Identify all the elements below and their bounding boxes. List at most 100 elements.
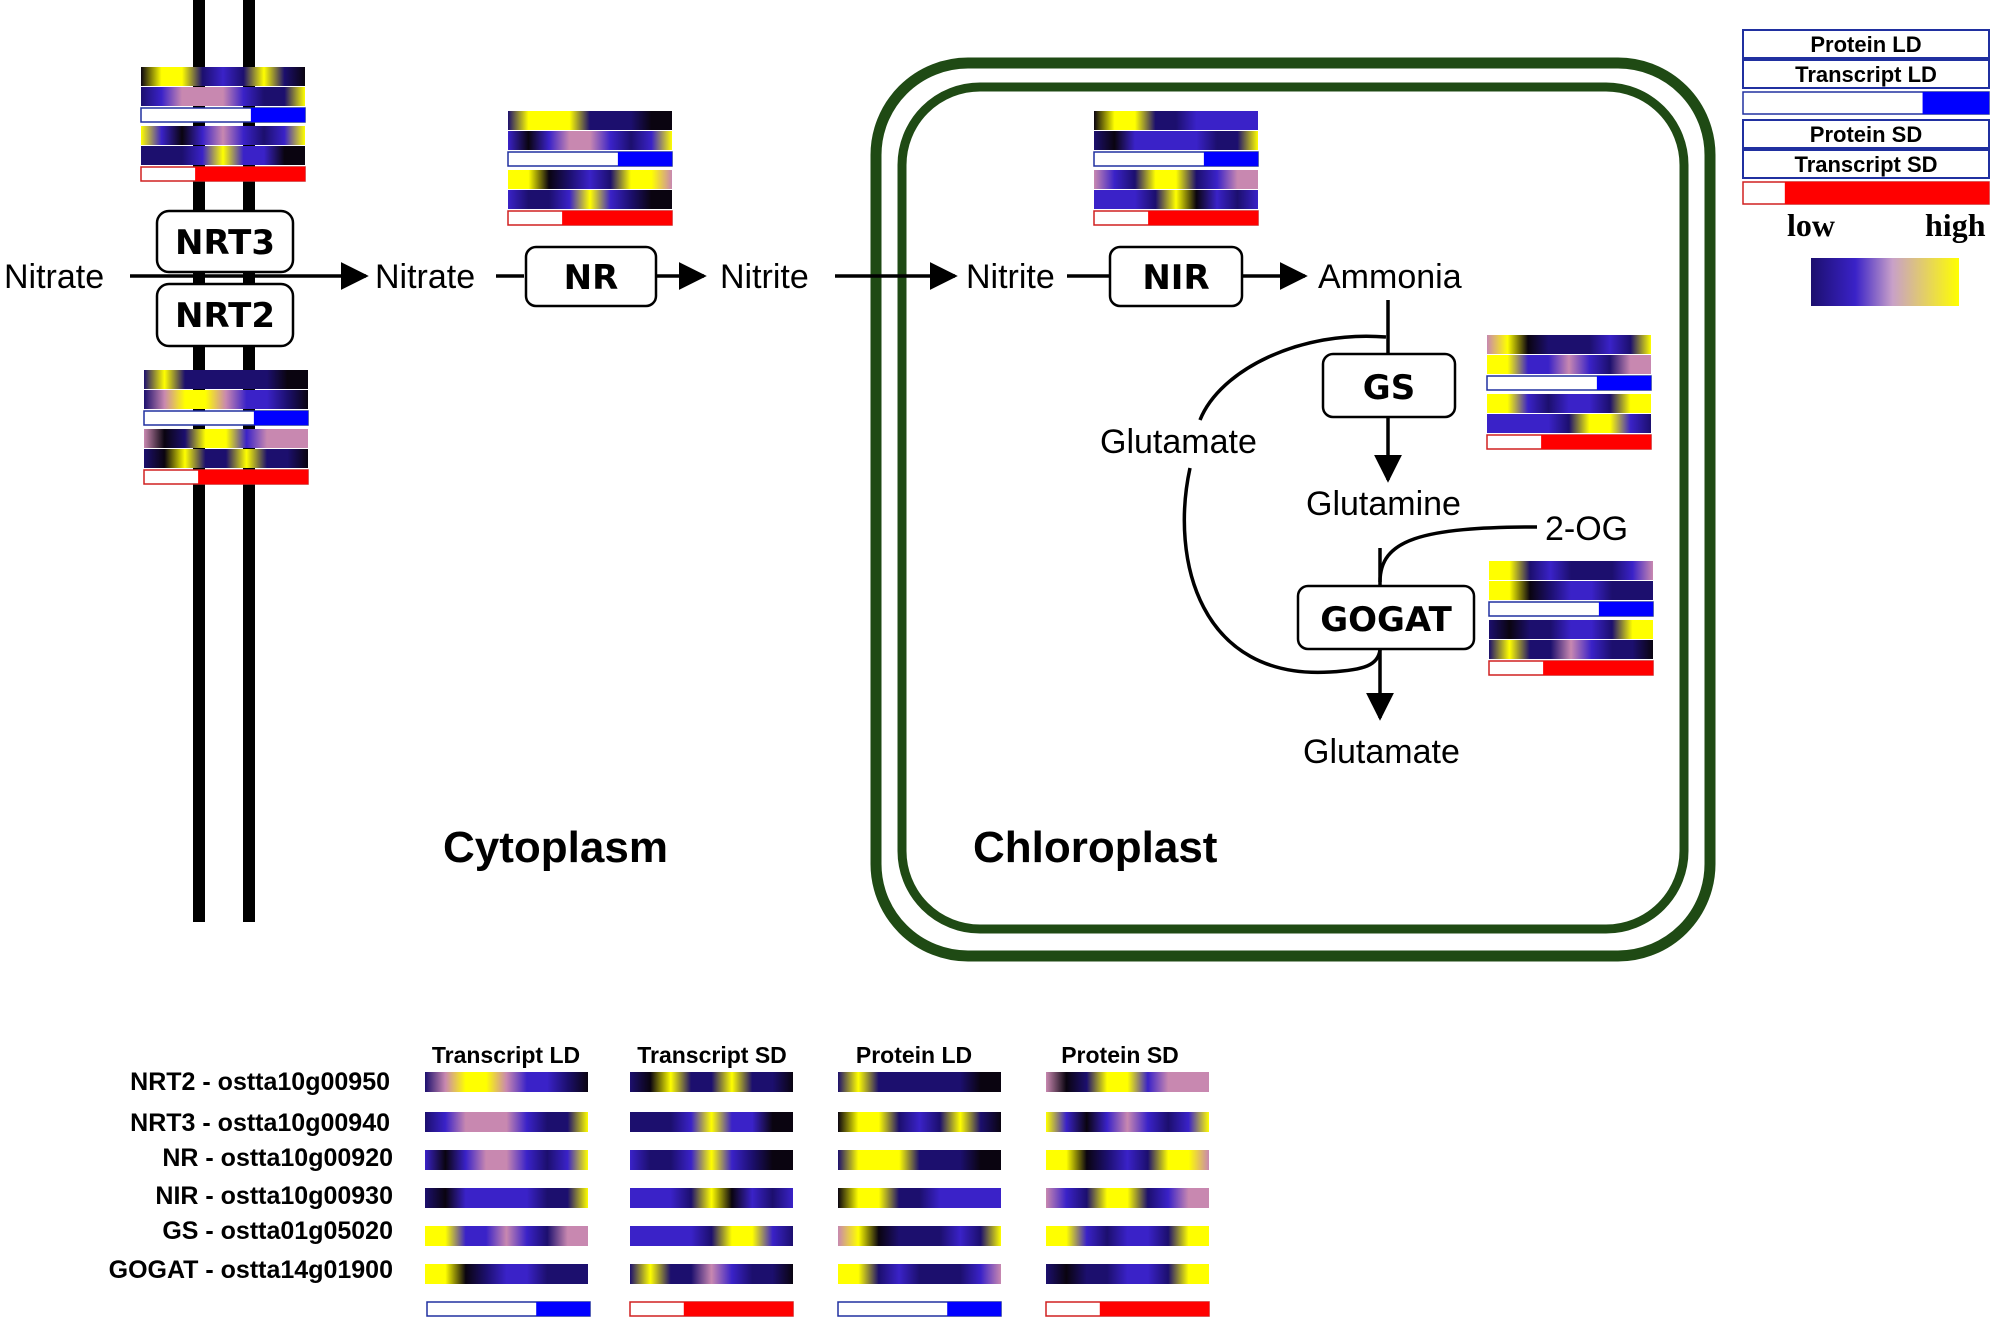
nr-label: NR bbox=[564, 258, 619, 298]
label-2-og: 2-OG bbox=[1545, 510, 1628, 548]
table-cell-nrt2-transcript-sd bbox=[630, 1072, 793, 1092]
enzyme-gogat: GOGAT bbox=[1296, 584, 1476, 651]
heatmap-layer bbox=[140, 67, 1654, 1317]
table-cell-nrt3-transcript-sd bbox=[630, 1112, 793, 1132]
level-gs-ld bbox=[1486, 375, 1652, 391]
legend-ld-level bbox=[1742, 91, 1990, 115]
label-glutamine: Glutamine bbox=[1306, 485, 1461, 523]
expression-table: Transcript LD Transcript SD Protein LD P… bbox=[109, 1042, 1179, 1284]
level-gogat-ld bbox=[1488, 601, 1654, 617]
heatmap-gs-transcript-ld bbox=[1487, 355, 1651, 374]
table-header-protein-ld: Protein LD bbox=[856, 1042, 972, 1068]
level-gs-sd bbox=[1486, 434, 1652, 450]
heatmap-gogat-transcript-ld bbox=[1489, 581, 1653, 600]
level-nrt2-ld bbox=[143, 410, 309, 426]
table-cell-nr-transcript-ld bbox=[425, 1150, 588, 1170]
heatmap-nrt3-protein-ld bbox=[141, 67, 305, 86]
gene-label-nrt3: NRT3 - ostta10g00940 bbox=[130, 1109, 390, 1137]
heatmap-nrt2-protein-sd bbox=[144, 429, 308, 448]
label-nitrate-outside: Nitrate bbox=[4, 258, 104, 296]
heatmap-nr-transcript-ld bbox=[508, 131, 672, 150]
table-cell-nir-transcript-ld bbox=[425, 1188, 588, 1208]
table-cell-nir-protein-ld bbox=[838, 1188, 1001, 1208]
label-cytoplasm: Cytoplasm bbox=[443, 823, 668, 872]
chloroplast-membrane bbox=[870, 57, 1716, 962]
table-cell-nrt3-transcript-ld bbox=[425, 1112, 588, 1132]
heatmap-gogat-protein-ld bbox=[1489, 561, 1653, 580]
label-glutamate-loop: Glutamate bbox=[1100, 423, 1257, 461]
heatmap-nir-protein-sd bbox=[1094, 170, 1258, 189]
table-cell-nir-transcript-sd bbox=[630, 1188, 793, 1208]
table-cell-nrt2-protein-ld bbox=[838, 1072, 1001, 1092]
enzyme-nir: NIR bbox=[1108, 245, 1244, 308]
heatmap-nrt3-protein-sd bbox=[141, 126, 305, 145]
heatmap-nr-protein-ld bbox=[508, 111, 672, 130]
gene-label-gs: GS - ostta01g05020 bbox=[162, 1217, 393, 1245]
heatmap-gs-transcript-sd bbox=[1487, 414, 1651, 433]
legend-protein-ld: Protein LD bbox=[1810, 32, 1921, 57]
heatmap-nrt3-transcript-ld bbox=[141, 87, 305, 106]
heatmap-nir-transcript-sd bbox=[1094, 190, 1258, 209]
table-cell-gs-protein-sd bbox=[1046, 1226, 1209, 1246]
metabolite-labels: Nitrate Nitrate Nitrite Nitrite Ammonia … bbox=[4, 258, 1628, 872]
heatmap-nr-transcript-sd bbox=[508, 190, 672, 209]
enzyme-nrt3: NRT3 bbox=[155, 209, 295, 274]
heatmap-nrt2-transcript-sd bbox=[144, 449, 308, 468]
pathway-arrows bbox=[130, 262, 1538, 721]
table-cell-gs-protein-ld bbox=[838, 1226, 1001, 1246]
gene-label-nr: NR - ostta10g00920 bbox=[162, 1144, 393, 1172]
legend: Protein LD Transcript LD Protein SD Tran… bbox=[1742, 29, 1990, 306]
gene-label-gogat: GOGAT - ostta14g01900 bbox=[109, 1256, 393, 1284]
label-chloroplast: Chloroplast bbox=[973, 823, 1218, 872]
level-nir-ld bbox=[1093, 151, 1259, 167]
gene-label-nir: NIR - ostta10g00930 bbox=[155, 1182, 393, 1210]
gs-label: GS bbox=[1363, 368, 1415, 408]
table-cell-gogat-transcript-ld bbox=[425, 1264, 588, 1284]
enzyme-gs: GS bbox=[1321, 352, 1457, 419]
table-headers: Transcript LD Transcript SD Protein LD P… bbox=[432, 1042, 1179, 1068]
table-header-transcript-ld: Transcript LD bbox=[432, 1042, 580, 1068]
table-level-transcript-sd bbox=[629, 1301, 794, 1317]
table-cell-nrt2-protein-sd bbox=[1046, 1072, 1209, 1092]
heatmap-gogat-transcript-sd bbox=[1489, 640, 1653, 659]
legend-protein-sd: Protein SD bbox=[1810, 122, 1922, 147]
table-cell-gogat-protein-ld bbox=[838, 1264, 1001, 1284]
level-nr-sd bbox=[507, 210, 673, 226]
heatmap-nr-protein-sd bbox=[508, 170, 672, 189]
label-nitrite-chloroplast: Nitrite bbox=[966, 258, 1055, 296]
table-header-protein-sd: Protein SD bbox=[1061, 1042, 1179, 1068]
level-nrt3-sd bbox=[140, 166, 306, 182]
legend-transcript-sd: Transcript SD bbox=[1794, 152, 1937, 177]
legend-sd-bar bbox=[1742, 181, 1990, 205]
level-nr-ld bbox=[507, 151, 673, 167]
nir-label: NIR bbox=[1142, 258, 1209, 298]
table-cell-nr-protein-sd bbox=[1046, 1150, 1209, 1170]
legend-ld-bar bbox=[1742, 91, 1990, 115]
table-cell-nrt2-transcript-ld bbox=[425, 1072, 588, 1092]
legend-transcript-ld: Transcript LD bbox=[1795, 62, 1937, 87]
table-level-protein-sd bbox=[1045, 1301, 1210, 1317]
heatmap-nir-protein-ld bbox=[1094, 111, 1258, 130]
level-nrt2-sd bbox=[143, 469, 309, 485]
label-nitrite-cytoplasm: Nitrite bbox=[720, 258, 809, 296]
gogat-label: GOGAT bbox=[1320, 600, 1452, 640]
level-gogat-sd bbox=[1488, 660, 1654, 676]
level-nrt3-ld bbox=[140, 107, 306, 123]
heatmap-nrt2-protein-ld bbox=[144, 370, 308, 389]
legend-high-label: high bbox=[1925, 207, 1986, 243]
table-cell-gs-transcript-sd bbox=[630, 1226, 793, 1246]
table-header-transcript-sd: Transcript SD bbox=[637, 1042, 787, 1068]
label-glutamate-out: Glutamate bbox=[1303, 733, 1460, 771]
heatmap-gs-protein-ld bbox=[1487, 335, 1651, 354]
table-cell-nir-protein-sd bbox=[1046, 1188, 1209, 1208]
heatmap-nrt3-transcript-sd bbox=[141, 146, 305, 165]
table-cell-nrt3-protein-sd bbox=[1046, 1112, 1209, 1132]
table-cell-nr-transcript-sd bbox=[630, 1150, 793, 1170]
nrt2-label: NRT2 bbox=[175, 296, 275, 336]
table-cell-nr-protein-ld bbox=[838, 1150, 1001, 1170]
table-level-transcript-ld bbox=[426, 1301, 591, 1317]
heatmap-nrt2-transcript-ld bbox=[144, 390, 308, 409]
level-nir-sd bbox=[1093, 210, 1259, 226]
table-cell-gogat-protein-sd bbox=[1046, 1264, 1209, 1284]
